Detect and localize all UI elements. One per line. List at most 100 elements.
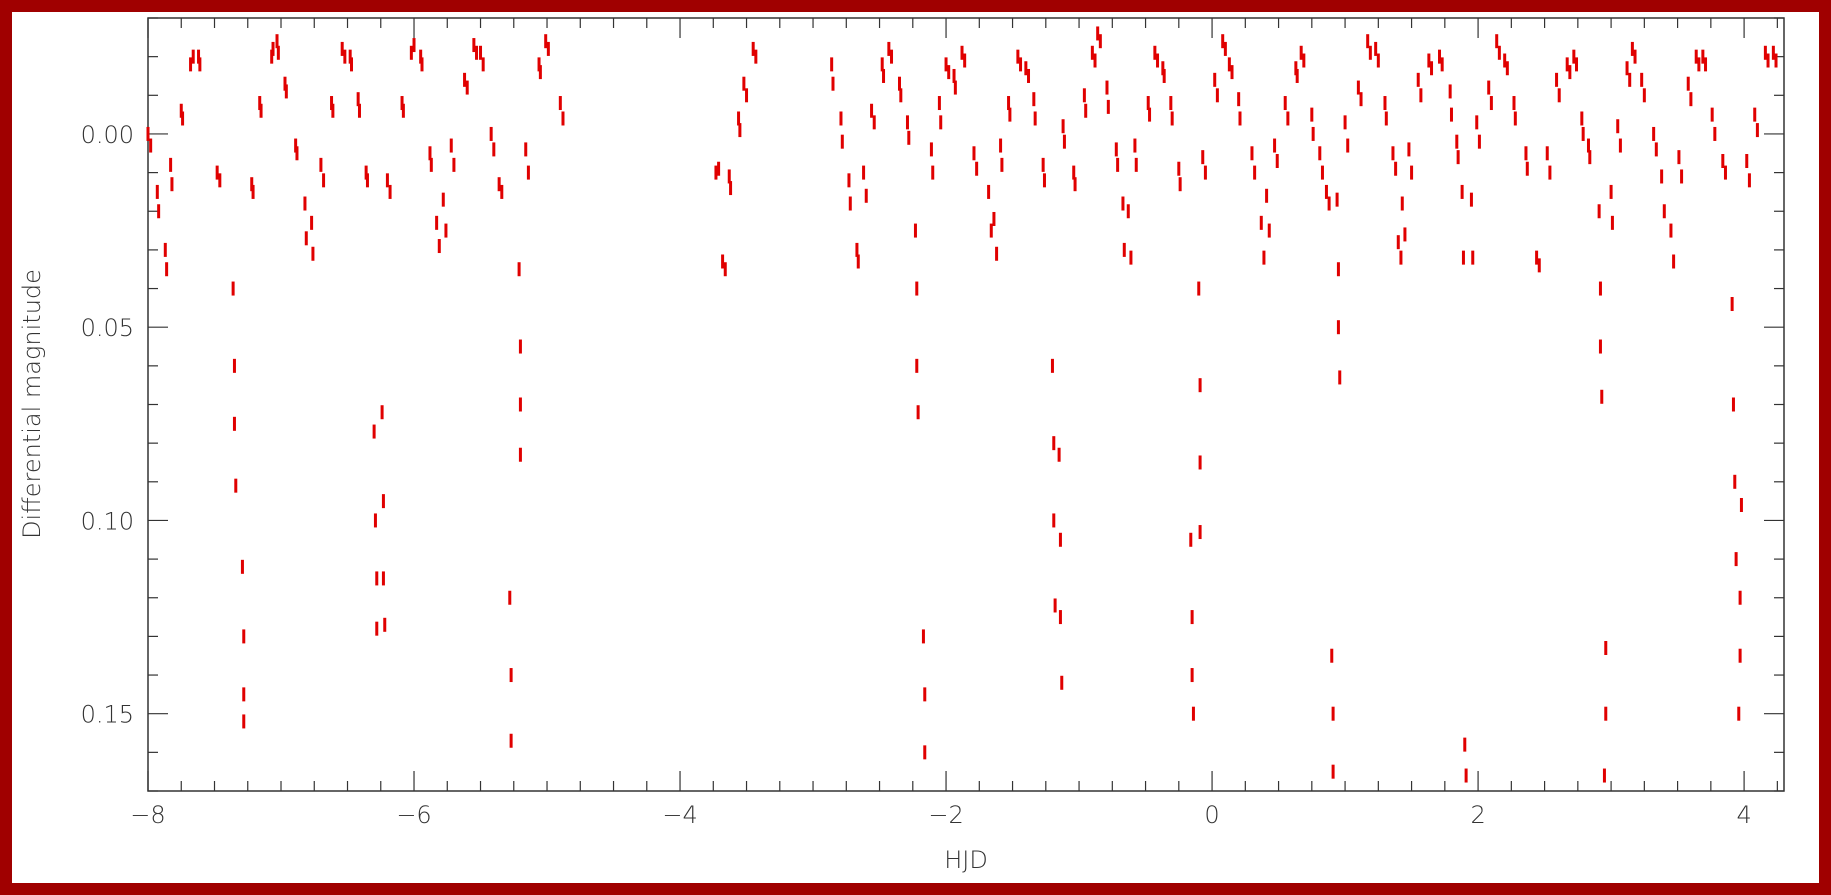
data-point xyxy=(1677,150,1681,165)
data-point xyxy=(435,215,439,230)
data-point xyxy=(1198,378,1202,393)
data-point xyxy=(1602,768,1606,783)
data-point xyxy=(1701,49,1705,64)
data-point xyxy=(441,192,445,207)
data-point xyxy=(465,80,469,95)
data-point xyxy=(340,41,344,56)
data-point xyxy=(1169,96,1173,111)
x-tick-label: 2 xyxy=(1470,801,1485,829)
data-point xyxy=(270,49,274,64)
data-point xyxy=(500,184,504,199)
data-point xyxy=(1383,96,1387,111)
data-point xyxy=(1555,72,1559,87)
data-point xyxy=(1191,706,1195,721)
data-point xyxy=(311,246,315,261)
data-point xyxy=(1033,111,1037,126)
data-point xyxy=(1662,204,1666,219)
data-point xyxy=(1162,68,1166,83)
data-point xyxy=(1755,123,1759,138)
data-point xyxy=(544,34,548,49)
data-point xyxy=(1368,45,1372,60)
data-point xyxy=(364,165,368,180)
data-point xyxy=(357,103,361,118)
data-point xyxy=(419,49,423,64)
data-point xyxy=(899,88,903,103)
data-point xyxy=(1394,161,1398,176)
data-point xyxy=(1052,513,1056,528)
data-point xyxy=(848,196,852,211)
data-point xyxy=(754,49,758,64)
data-point xyxy=(1116,157,1120,172)
data-point xyxy=(1019,57,1023,72)
data-point xyxy=(987,184,991,199)
data-point xyxy=(1440,57,1444,72)
chart-frame: −8 −6 −4 −2 0 2 4 0.00 0.05 0.10 0.15 HJD Differen… xyxy=(12,12,1819,883)
data-point xyxy=(1126,204,1130,219)
data-point xyxy=(939,115,943,130)
data-point xyxy=(1548,165,1552,180)
data-point xyxy=(517,262,521,277)
data-point xyxy=(1198,455,1202,470)
data-point xyxy=(1733,474,1737,489)
x-tick-label: −6 xyxy=(396,801,431,829)
chart-svg: −8 −6 −4 −2 0 2 4 0.00 0.05 0.10 0.15 HJD Differen… xyxy=(18,17,1785,874)
data-point xyxy=(1082,88,1086,103)
data-point xyxy=(745,88,749,103)
data-point xyxy=(1604,706,1608,721)
data-point xyxy=(1430,61,1434,76)
data-point xyxy=(509,668,513,683)
data-point xyxy=(428,146,432,161)
data-point xyxy=(197,49,201,64)
data-point xyxy=(1495,34,1499,49)
data-point xyxy=(839,111,843,126)
data-point xyxy=(1189,532,1193,547)
data-point xyxy=(1338,370,1342,385)
data-point xyxy=(489,126,493,141)
data-point xyxy=(1041,157,1045,172)
data-point xyxy=(1007,96,1011,111)
data-point xyxy=(1609,184,1613,199)
data-point xyxy=(1588,150,1592,165)
data-point xyxy=(1680,169,1684,184)
data-point xyxy=(381,494,385,509)
data-point xyxy=(1197,281,1201,296)
data-point xyxy=(1146,96,1150,111)
data-point xyxy=(191,49,195,64)
y-tick-label: 0.05 xyxy=(81,314,134,342)
data-point xyxy=(1336,262,1340,277)
data-point xyxy=(1376,53,1380,68)
data-point xyxy=(931,165,935,180)
data-point xyxy=(1215,88,1219,103)
data-point xyxy=(1503,53,1507,68)
data-point xyxy=(1178,177,1182,192)
data-point xyxy=(963,53,967,68)
data-point xyxy=(310,215,314,230)
data-point xyxy=(1427,53,1431,68)
data-point xyxy=(146,126,150,141)
data-point xyxy=(1134,157,1138,172)
data-point xyxy=(1057,447,1061,462)
data-point xyxy=(1410,165,1414,180)
data-point xyxy=(518,397,522,412)
data-point xyxy=(163,242,167,257)
data-point xyxy=(737,111,741,126)
data-point xyxy=(907,130,911,145)
data-point xyxy=(1747,173,1751,188)
data-point xyxy=(165,262,169,277)
data-point xyxy=(481,57,485,72)
data-point xyxy=(999,138,1003,153)
data-point xyxy=(1058,610,1062,625)
data-point xyxy=(880,57,884,72)
data-point xyxy=(240,559,244,574)
data-point xyxy=(1686,76,1690,91)
data-point xyxy=(1463,737,1467,752)
data-point xyxy=(242,687,246,702)
data-point xyxy=(380,405,384,420)
data-point xyxy=(1734,552,1738,567)
data-point xyxy=(1460,184,1464,199)
data-point xyxy=(1721,154,1725,169)
data-point xyxy=(242,629,246,644)
data-point xyxy=(271,41,275,56)
data-point xyxy=(1061,119,1065,134)
data-point xyxy=(1416,72,1420,87)
